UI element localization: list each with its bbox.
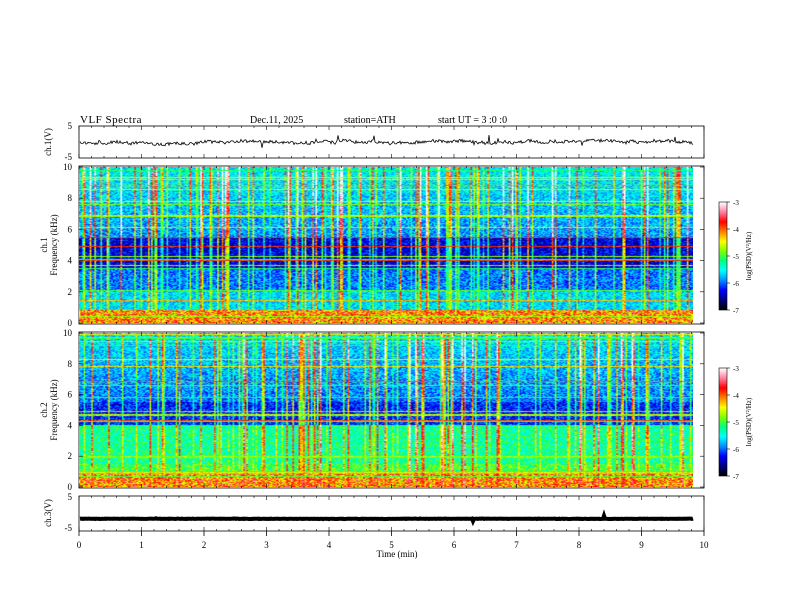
- freq-tick-label: 0: [68, 318, 73, 328]
- freq-tick-label: 2: [68, 451, 73, 461]
- freq-tick-label: 10: [63, 328, 73, 338]
- freq-tick-label: 6: [68, 224, 73, 234]
- freq-tick-label: 4: [68, 420, 73, 430]
- ch3-ytick-bottom: -5: [65, 523, 73, 533]
- ch2-colorbar-label: log(PSD)(V²/Hz): [745, 397, 753, 446]
- ch1-spectrogram-panel: 0 2 4 6 8 10 ch.1 Frequency (kHz) -3 -4 -5 -6 -7 …: [39, 162, 753, 328]
- time-axis-label: Time (min): [377, 549, 418, 559]
- ch1-colorbar-label: log(PSD)(V²/Hz): [745, 231, 753, 280]
- ch2-colorbar-image: [719, 368, 727, 476]
- colorbar-tick-label: -4: [733, 226, 739, 234]
- time-tick-label: 10: [700, 540, 710, 550]
- time-tick-label: 0: [77, 540, 82, 550]
- ch1-spectrogram-ylabel-freq: Frequency (kHz): [49, 214, 59, 275]
- ch1-spectrogram-ylabel-channel: ch.1: [39, 237, 49, 252]
- ch1-spectrogram-ylabel: ch.1 Frequency (kHz): [39, 214, 59, 275]
- ch3-waveform-ylabel: ch.3(V): [43, 499, 53, 527]
- ch1-waveform-ylabel: ch.1(V): [43, 128, 53, 156]
- time-tick-label: 6: [452, 540, 457, 550]
- colorbar-tick-label: -6: [733, 280, 739, 288]
- ch2-spectrogram-ylabel-freq: Frequency (kHz): [49, 379, 59, 440]
- figure-title: VLF Spectra: [80, 114, 142, 126]
- ch2-spectrogram-image: [79, 333, 693, 487]
- ch2-spectrogram-ylabel-channel: ch.2: [39, 402, 49, 417]
- ch2-colorbar-ticks: -3 -4 -5 -6 -7: [727, 365, 739, 481]
- ch1-spectrogram-yticks: 0 2 4 6 8 10: [63, 162, 704, 328]
- station-label: station=ATH: [344, 115, 396, 126]
- time-tick-label: 4: [327, 540, 332, 550]
- freq-tick-label: 8: [68, 359, 73, 369]
- colorbar-tick-label: -7: [733, 307, 739, 315]
- ch1-colorbar-ticks: -3 -4 -5 -6 -7: [727, 199, 739, 315]
- colorbar-tick-label: -7: [733, 473, 739, 481]
- colorbar-tick-label: -4: [733, 392, 739, 400]
- time-tick-label: 7: [514, 540, 519, 550]
- start-ut-label: start UT = 3 :0 :0: [438, 115, 507, 126]
- freq-tick-label: 8: [68, 193, 73, 203]
- ch3-waveform-frame: [78, 495, 705, 532]
- date-label: Dec.11, 2025: [250, 115, 303, 126]
- time-axis: 0 1 2 3 4 5 6 7 8 9 10 Time (min): [77, 531, 709, 559]
- time-tick-label: 8: [577, 540, 582, 550]
- colorbar-tick-label: -3: [733, 365, 739, 373]
- time-tick-label: 3: [264, 540, 269, 550]
- time-tick-label: 9: [639, 540, 644, 550]
- colorbar-tick-label: -5: [733, 253, 739, 261]
- ch1-waveform-panel: 5 -5 ch.1(V): [43, 121, 705, 162]
- ch1-colorbar-image: [719, 202, 727, 310]
- ch1-waveform-line: [79, 135, 694, 148]
- freq-tick-label: 0: [68, 482, 73, 492]
- ch2-colorbar: -3 -4 -5 -6 -7 log(PSD)(V²/Hz): [718, 365, 753, 481]
- time-axis-ticks: 0 1 2 3 4 5 6 7 8 9 10: [77, 531, 709, 550]
- ch2-spectrogram-yticks: 0 2 4 6 8 10: [63, 328, 704, 492]
- ch2-spectrogram-ylabel: ch.2 Frequency (kHz): [39, 379, 59, 440]
- freq-tick-label: 4: [68, 256, 73, 266]
- colorbar-tick-label: -5: [733, 419, 739, 427]
- ch1-ytick-bottom: -5: [65, 152, 73, 162]
- freq-tick-label: 10: [63, 162, 73, 172]
- ch1-ytick-top: 5: [68, 121, 73, 131]
- time-tick-label: 1: [139, 540, 144, 550]
- ch3-waveform-panel: 5 -5 ch.3(V): [43, 492, 705, 533]
- ch2-spectrogram-panel: 0 2 4 6 8 10 ch.2 Frequency (kHz) -3 -4 -5 -6 -7 …: [39, 328, 753, 492]
- freq-tick-label: 2: [68, 287, 73, 297]
- freq-tick-label: 6: [68, 390, 73, 400]
- figure-header: VLF Spectra Dec.11, 2025 station=ATH sta…: [80, 114, 507, 126]
- time-tick-label: 5: [389, 540, 394, 550]
- ch1-spectrogram-image: [79, 167, 693, 323]
- colorbar-tick-label: -6: [733, 446, 739, 454]
- time-tick-label: 2: [202, 540, 207, 550]
- colorbar-tick-label: -3: [733, 199, 739, 207]
- ch1-colorbar: -3 -4 -5 -6 -7 log(PSD)(V²/Hz): [718, 199, 753, 315]
- ch3-waveform-line: [79, 509, 694, 527]
- ch1-waveform-frame: [78, 125, 705, 159]
- time-minor-ticks: [78, 126, 705, 531]
- ch3-ytick-top: 5: [68, 492, 73, 502]
